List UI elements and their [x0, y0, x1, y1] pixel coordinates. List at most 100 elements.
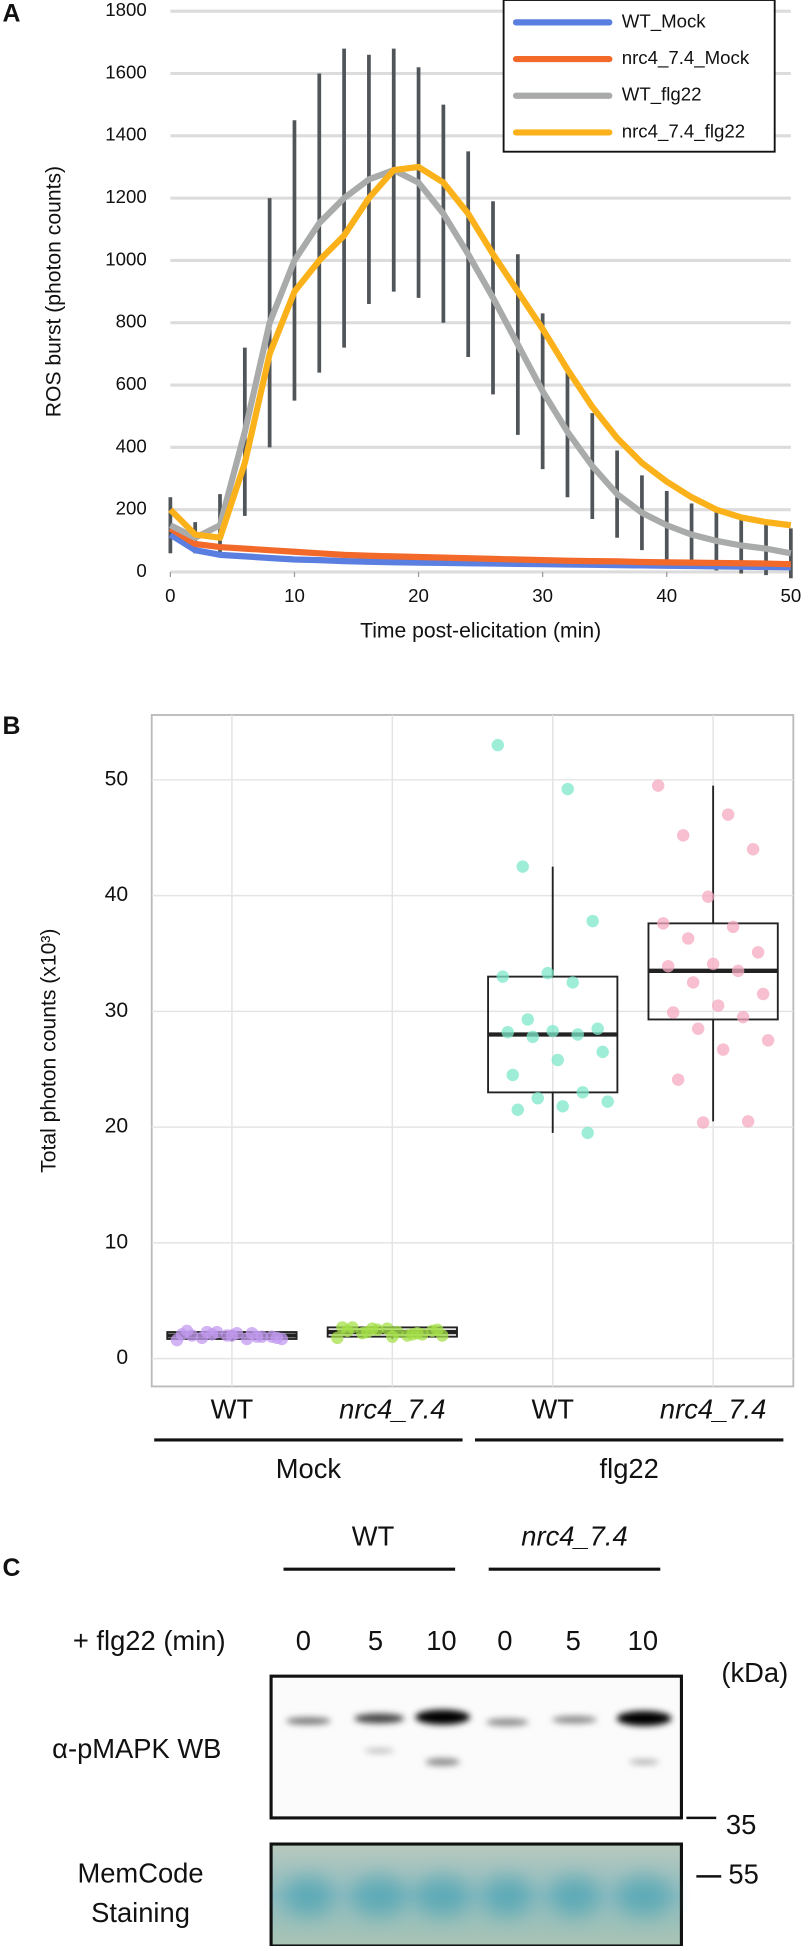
y-tick-label: 400 — [116, 435, 147, 456]
y-tick-label: 600 — [116, 373, 147, 394]
x-tick-label: 20 — [408, 585, 429, 606]
point — [661, 959, 675, 973]
series-line — [168, 163, 792, 541]
point — [706, 957, 720, 971]
point — [516, 860, 529, 873]
point — [506, 1068, 519, 1082]
point — [731, 964, 745, 978]
point — [756, 987, 770, 1001]
point — [751, 946, 765, 959]
blot-images — [269, 1567, 722, 1948]
genotype: nrc4_7.4 — [521, 1520, 627, 1551]
y-tick-label: 0 — [116, 1346, 128, 1369]
point — [521, 1013, 534, 1026]
category-label: nrc4_7.4 — [339, 1394, 445, 1425]
point — [346, 1321, 359, 1334]
legend-label: WT_Mock — [622, 10, 707, 32]
point — [491, 738, 504, 752]
point — [556, 1100, 569, 1113]
point — [581, 1126, 594, 1140]
plot-frame — [150, 714, 795, 1388]
point — [586, 914, 599, 928]
legend-label: nrc4_7.4_Mock — [622, 47, 750, 69]
point — [601, 1095, 614, 1108]
marker-label: 55 — [728, 1859, 758, 1890]
point — [676, 829, 690, 842]
x-tick-label: 30 — [532, 585, 553, 606]
point — [331, 1331, 344, 1345]
x-tick-label: 50 — [780, 585, 801, 606]
y-axis-label: ROS burst (photon counts) — [42, 166, 65, 417]
series-line — [168, 166, 792, 557]
point — [496, 970, 509, 983]
panel-letter: C — [3, 1554, 21, 1582]
point — [416, 1328, 429, 1341]
point — [551, 1053, 564, 1067]
band — [629, 1759, 660, 1765]
group-label: Mock — [276, 1453, 342, 1484]
point — [726, 920, 740, 934]
x-tick-label: 0 — [165, 585, 175, 606]
point — [746, 843, 760, 856]
y-tick-label: 40 — [105, 883, 128, 906]
point — [596, 1045, 609, 1059]
y-tick-label: 0 — [136, 560, 146, 581]
lane: 0 — [296, 1625, 311, 1656]
y-tick-label: 10 — [105, 1230, 128, 1253]
point — [701, 890, 715, 903]
panel-letter: B — [3, 712, 21, 740]
point — [255, 1330, 269, 1343]
point — [716, 1043, 730, 1056]
point — [436, 1329, 449, 1342]
point — [541, 966, 554, 980]
lane: 10 — [426, 1625, 456, 1656]
wb-frame — [269, 1674, 683, 1820]
point — [721, 808, 735, 821]
x-tick-label: 10 — [284, 585, 305, 606]
y-tick-label: 20 — [105, 1115, 128, 1138]
point — [711, 999, 725, 1012]
point — [511, 1103, 524, 1116]
lane: 0 — [497, 1625, 512, 1656]
band — [616, 1710, 672, 1726]
series-line — [168, 525, 791, 568]
lane: 10 — [628, 1625, 658, 1656]
row-label: Staining — [91, 1897, 190, 1928]
lane: 5 — [368, 1625, 383, 1656]
point — [761, 1034, 775, 1047]
y-tick-label: 1600 — [105, 61, 146, 82]
treatment: + flg22 (min) — [73, 1625, 226, 1656]
point — [686, 976, 700, 989]
point — [371, 1323, 384, 1336]
point — [210, 1325, 224, 1339]
unit: (kDa) — [721, 1657, 788, 1688]
point — [691, 1022, 705, 1035]
point — [561, 782, 574, 796]
stain-bands — [283, 1876, 672, 1917]
y-tick-label: 1000 — [105, 248, 146, 269]
point — [651, 779, 665, 792]
genotype: WT — [352, 1520, 395, 1551]
point — [526, 1030, 539, 1044]
point — [591, 1022, 604, 1035]
point — [736, 1010, 750, 1024]
point — [656, 917, 670, 930]
band — [415, 1709, 471, 1725]
point — [576, 1086, 589, 1099]
point — [696, 1116, 710, 1129]
point — [546, 1024, 559, 1038]
marker-label: 35 — [726, 1809, 756, 1840]
point — [741, 1115, 755, 1128]
row-label: α-pMAPK WB — [52, 1733, 221, 1764]
category-label: nrc4_7.4 — [660, 1394, 766, 1425]
panel-letter: A — [3, 0, 21, 27]
y-tick-label: 1200 — [105, 186, 146, 207]
category-label: WT — [211, 1394, 254, 1425]
row-label: MemCode — [77, 1857, 203, 1888]
band — [552, 1715, 597, 1724]
x-axis-label: Time post-elicitation (min) — [360, 619, 601, 642]
point — [230, 1326, 244, 1340]
y-axis-label: Total photon counts (x10³) — [37, 929, 60, 1173]
